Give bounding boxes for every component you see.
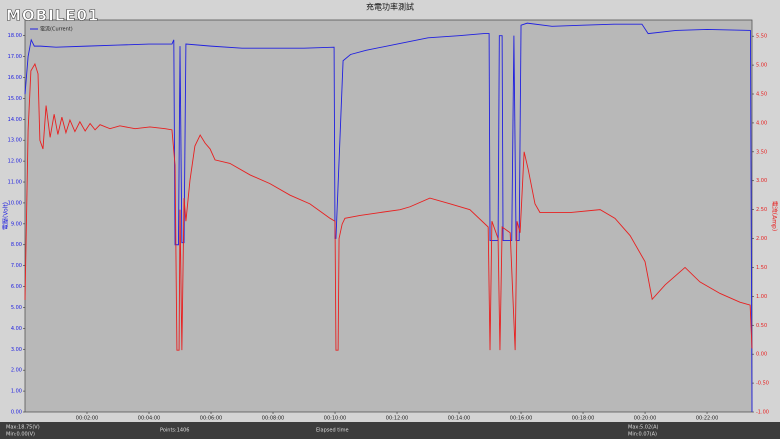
y2-tick-label: 5.00 [756,63,767,69]
y-tick-label: 12.00 [8,159,22,165]
x-tick-label: 00:08:00 [262,416,284,422]
y2-tick-label: 4.00 [756,120,767,126]
y-tick-label: 4.00 [11,326,22,332]
x-tick-label: 00:14:00 [448,416,470,422]
y-tick-label: 5.00 [11,305,22,311]
y2-tick-label: 0.50 [756,323,767,329]
y-tick-label: 16.00 [8,75,22,81]
status-text: Max:18.75(V) [6,425,40,431]
y-tick-label: 0.00 [11,410,22,416]
y-tick-label: 6.00 [11,284,22,290]
y-tick-label: 10.00 [8,200,22,206]
y2-tick-label: 2.00 [756,236,767,242]
y-axis-label: 電壓(Volt) [3,202,10,230]
y2-tick-label: 5.50 [756,34,767,40]
y-tick-label: 11.00 [8,180,22,186]
y-tick-label: 18.00 [8,33,22,39]
y2-tick-label: 0.00 [756,352,767,358]
y-tick-label: 7.00 [11,263,22,269]
y-tick-label: 2.00 [11,368,22,374]
y2-tick-label: 2.50 [756,207,767,213]
x-tick-label: 00:04:00 [138,416,160,422]
legend-label: 電流(Current) [40,26,73,33]
x-tick-label: 00:22:00 [696,416,718,422]
x-tick-label: 00:18:00 [572,416,594,422]
y-tick-label: 13.00 [8,138,22,144]
x-tick-label: 00:20:00 [634,416,656,422]
y2-tick-label: -1.00 [756,410,769,416]
y-tick-label: 9.00 [11,221,22,227]
y2-axis-label: 電流(Amp) [771,201,779,231]
y2-tick-label: -0.50 [756,381,769,387]
y2-tick-label: 1.00 [756,294,767,300]
status-text: Points:1406 [160,428,189,434]
x-tick-label: 00:16:00 [510,416,532,422]
x-tick-label: 00:10:00 [324,416,346,422]
series-line [24,62,753,351]
y-tick-label: 1.00 [11,389,22,395]
y2-tick-label: 1.50 [756,265,767,271]
chart-title: 充電功率測試 [366,2,414,12]
x-tick-label: 00:06:00 [200,416,222,422]
status-text: Min:0.00(V) [6,432,35,438]
y-tick-label: 8.00 [11,242,22,248]
y2-tick-label: 3.50 [756,149,767,155]
series-line [24,22,753,413]
y-tick-label: 15.00 [8,96,22,102]
y-tick-label: 3.00 [11,347,22,353]
x-tick-label: 00:12:00 [386,416,408,422]
status-bar [0,422,780,439]
status-text: Min:0.07(A) [628,432,657,438]
plot-area [24,19,753,413]
logo: MOBILE01 [6,7,99,25]
y2-tick-label: 3.00 [756,178,767,184]
y-tick-label: 17.00 [8,54,22,60]
status-text: Elapsed time [316,428,349,434]
status-text: Max:5.02(A) [628,425,659,431]
y2-tick-label: 4.50 [756,92,767,98]
x-tick-label: 00:02:00 [76,416,98,422]
y-tick-label: 14.00 [8,117,22,123]
